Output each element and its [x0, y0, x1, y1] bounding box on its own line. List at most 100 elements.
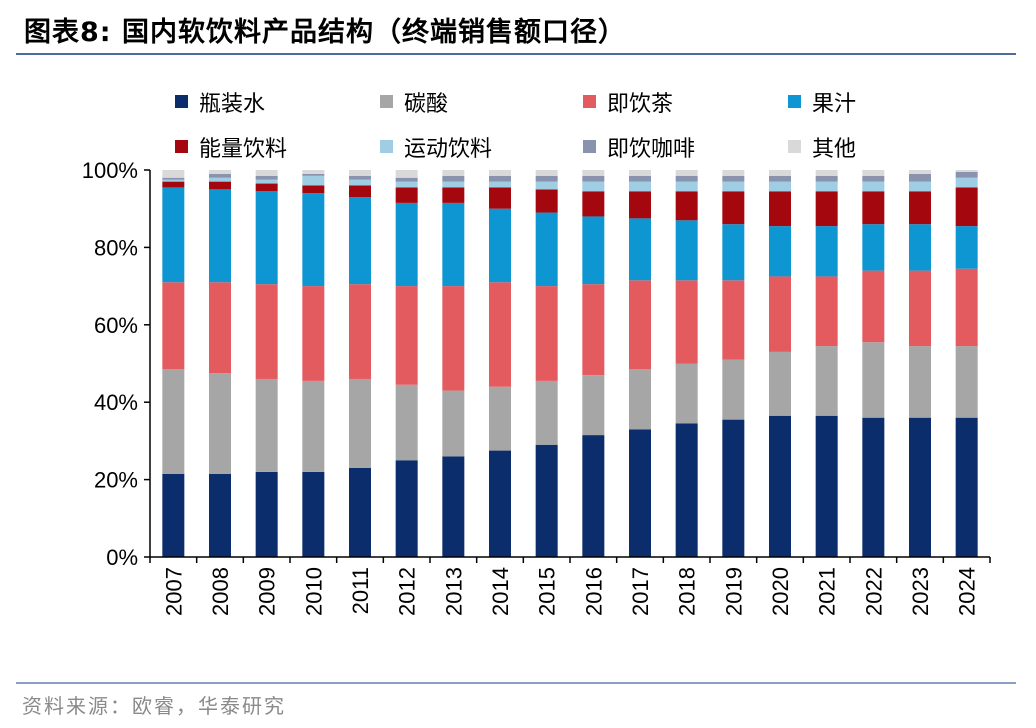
bar-segment-2012-5 [395, 181, 418, 188]
bar-segment-2016-6 [582, 175, 605, 182]
bar-segment-2013-5 [442, 181, 465, 188]
bar-segment-2024-0 [955, 417, 978, 557]
bar-segment-2008-0 [209, 473, 231, 557]
bar-segment-2010-2 [302, 286, 325, 381]
bar-segment-2008-5 [209, 177, 231, 182]
bar-segment-2011-6 [349, 175, 371, 180]
x-tick-label: 2020 [768, 567, 793, 616]
bar-segment-2019-7 [722, 170, 745, 176]
bar-segment-2010-1 [302, 380, 325, 472]
bar-segment-2013-4 [442, 187, 465, 203]
bar-segment-2013-2 [442, 286, 465, 391]
legend-swatch [175, 95, 188, 108]
bar-segment-2020-3 [769, 226, 791, 277]
legend-swatch [380, 95, 393, 108]
bar-segment-2009-0 [255, 471, 278, 557]
legend-swatch [788, 95, 801, 108]
bar-segment-2007-4 [162, 181, 185, 188]
bar-segment-2015-2 [535, 286, 558, 381]
legend-swatch [583, 140, 596, 153]
bar-segment-2007-0 [162, 473, 185, 557]
bar-segment-2023-2 [909, 270, 931, 347]
bar-segment-2020-1 [769, 351, 791, 416]
source-divider [16, 682, 1016, 684]
bar-segment-2010-0 [302, 471, 325, 557]
bar-segment-2015-5 [535, 181, 558, 190]
bar-segment-2011-2 [349, 284, 371, 379]
bar-segment-2007-6 [162, 177, 185, 180]
bar-segment-2015-6 [535, 175, 558, 182]
legend-label: 即饮咖啡 [607, 137, 695, 162]
x-tick-label: 2012 [395, 567, 420, 616]
bar-segment-2022-1 [862, 342, 885, 418]
bar-segment-2013-0 [442, 456, 465, 557]
bar-segment-2011-3 [349, 197, 371, 285]
bar-segment-2023-6 [909, 173, 931, 182]
bar-segment-2022-6 [862, 175, 885, 182]
bar-segment-2019-6 [722, 175, 745, 182]
bar-segment-2012-7 [395, 170, 418, 178]
x-tick-label: 2008 [208, 567, 233, 616]
axes: 0% 20% 40% 60% 80% 100% 2007 2008 2009 2010 2011 20… [82, 158, 991, 616]
bar-segment-2014-7 [489, 170, 511, 176]
bar-segment-2021-1 [815, 346, 838, 416]
bar-segment-2023-3 [909, 224, 931, 271]
bar-segment-2019-5 [722, 181, 745, 192]
bar-segment-2017-3 [629, 218, 651, 281]
bar-segment-2007-7 [162, 170, 185, 178]
bar-segment-2016-3 [582, 216, 605, 285]
bar-segment-2008-1 [209, 373, 231, 474]
bar-segment-2016-5 [582, 181, 605, 192]
x-tick-label: 2024 [955, 567, 980, 616]
bar-segment-2017-0 [629, 429, 651, 557]
x-tick-label: 2013 [441, 567, 466, 616]
bar-segment-2009-7 [255, 170, 278, 176]
bar-segment-2012-3 [395, 202, 418, 287]
x-tick-label: 2016 [581, 567, 606, 616]
bar-segment-2022-3 [862, 224, 885, 271]
bar-segment-2009-6 [255, 175, 278, 180]
legend-label: 碳酸 [404, 92, 448, 117]
bar-segment-2023-0 [909, 417, 931, 557]
bar-segment-2007-2 [162, 282, 185, 370]
bar-segment-2023-5 [909, 181, 931, 192]
bar-segment-2016-2 [582, 284, 605, 376]
bar-segment-2022-5 [862, 181, 885, 192]
y-tick-label: 20% [94, 468, 138, 493]
x-tick-label: 2017 [628, 567, 653, 616]
bar-segment-2015-3 [535, 212, 558, 287]
legend-swatch [788, 140, 801, 153]
bar-segment-2015-7 [535, 170, 558, 176]
source-note: 资料来源：欧睿，华泰研究 [22, 694, 286, 718]
bar-segment-2014-1 [489, 386, 511, 451]
bar-segment-2011-4 [349, 185, 371, 198]
bar-segment-2022-7 [862, 170, 885, 176]
bar-segment-2008-6 [209, 173, 231, 178]
bar-segment-2018-7 [675, 170, 698, 176]
bar-segment-2011-7 [349, 170, 371, 176]
x-tick-label: 2023 [908, 567, 933, 616]
bar-segment-2018-3 [675, 220, 698, 281]
bar-segment-2020-5 [769, 181, 791, 192]
bar-segment-2022-2 [862, 270, 885, 343]
bar-segment-2017-1 [629, 369, 651, 430]
bar-segment-2024-3 [955, 226, 978, 269]
bar-segment-2021-3 [815, 226, 838, 277]
bar-segment-2019-4 [722, 191, 745, 225]
bar-segment-2012-6 [395, 177, 418, 182]
bar-segment-2021-0 [815, 415, 838, 557]
bar-segment-2022-4 [862, 191, 885, 225]
bar-segment-2009-3 [255, 191, 278, 285]
bar-segment-2010-3 [302, 193, 325, 287]
bar-segment-2021-2 [815, 276, 838, 347]
bar-segment-2011-1 [349, 378, 371, 468]
bar-segment-2014-0 [489, 450, 511, 557]
bar-segment-2019-3 [722, 224, 745, 281]
y-tick-label: 40% [94, 390, 138, 415]
bar-segment-2007-5 [162, 179, 185, 182]
bar-segment-2020-7 [769, 170, 791, 176]
bar-segment-2021-7 [815, 170, 838, 176]
bar-segment-2013-7 [442, 170, 465, 176]
bar-segment-2017-7 [629, 170, 651, 176]
